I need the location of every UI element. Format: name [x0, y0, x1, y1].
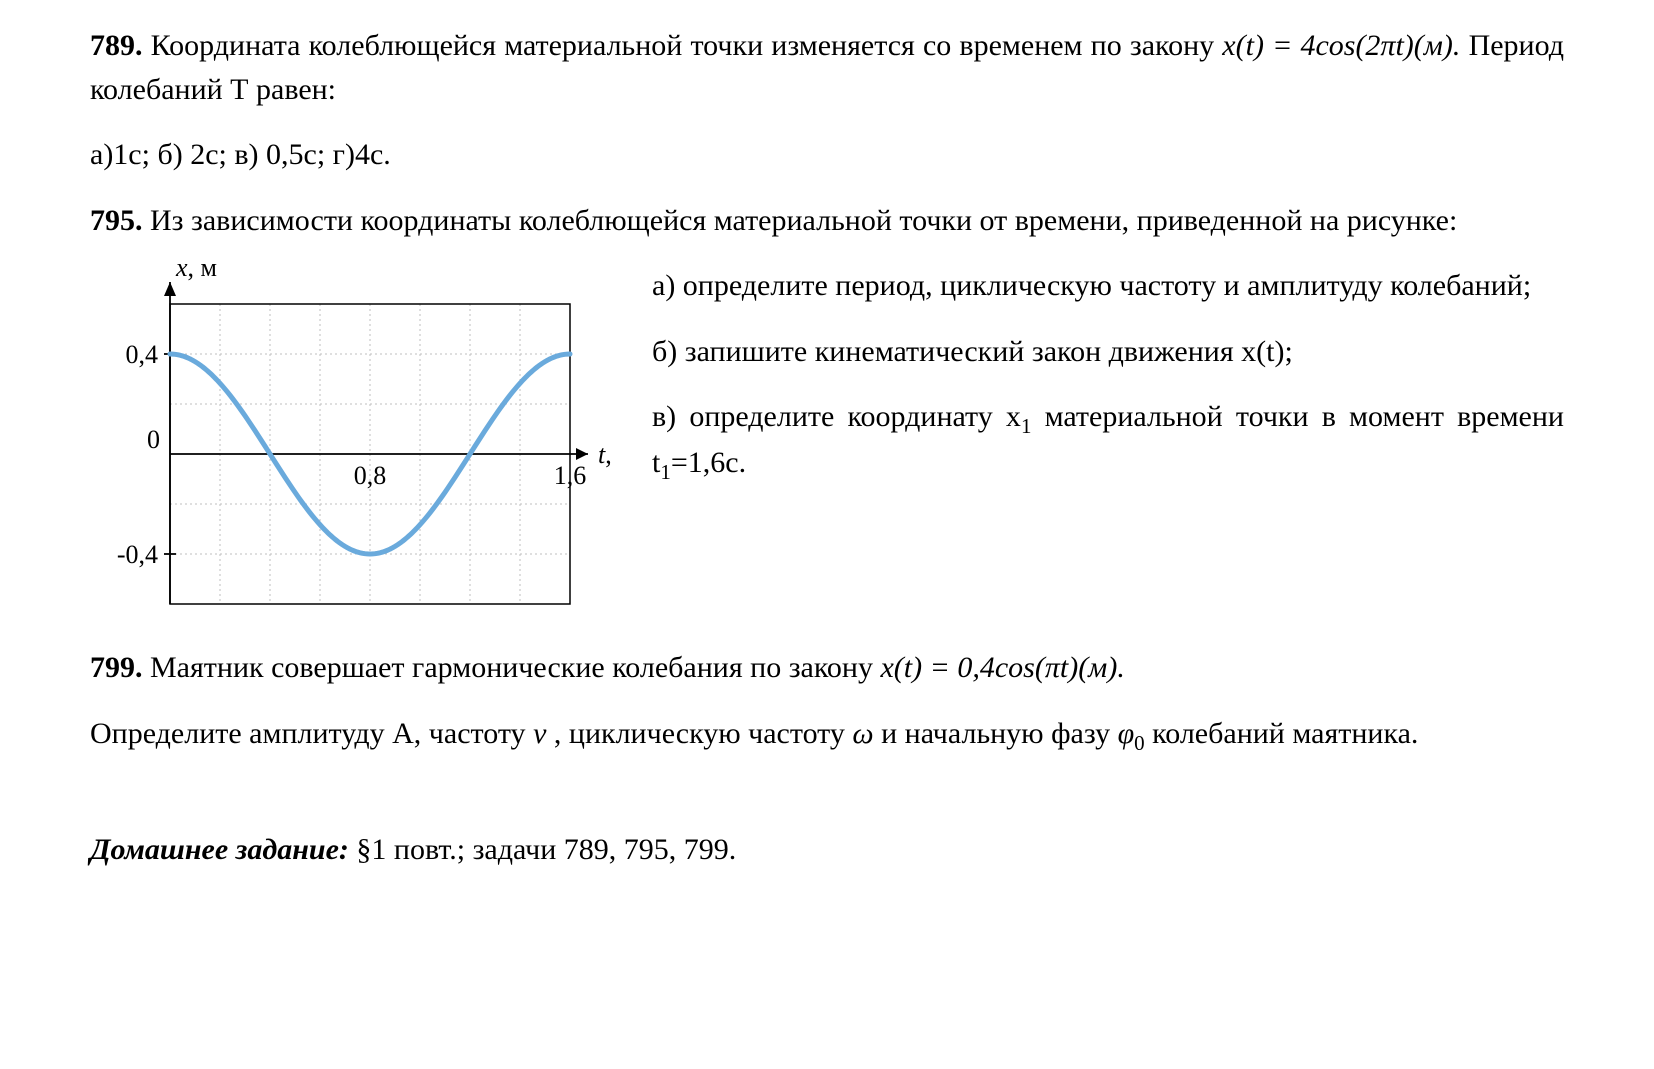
homework-text: §1 повт.; задачи 789, 795, 799. [356, 833, 736, 866]
problem-799-follow-b: , циклическую частоту [554, 717, 853, 750]
problem-799-follow-c: и начальную фазу [881, 717, 1117, 750]
svg-text:0: 0 [147, 425, 160, 454]
problem-789-number: 789. [90, 29, 143, 62]
homework: Домашнее задание: §1 повт.; задачи 789, … [90, 828, 1564, 872]
problem-799-follow-a: Определите амплитуду А, частоту [90, 717, 533, 750]
problem-795: 795. Из зависимости координаты колеблюще… [90, 199, 1564, 243]
svg-text:0,4: 0,4 [126, 340, 159, 369]
svg-text:-0,4: -0,4 [117, 540, 158, 569]
problem-795-qc-sub1: 1 [1021, 414, 1032, 438]
problem-795-qc-c: =1,6с. [671, 446, 746, 479]
problem-795-body: -0,4 0,4 0 0,8 1,6 x, м t, с а) определите пер… [90, 264, 1564, 624]
problem-795-qa: а) определите период, циклическую частот… [652, 264, 1564, 308]
problem-799-text-a: Маятник совершает гармонические колебани… [150, 651, 880, 684]
problem-799-omega: ω [852, 717, 873, 750]
problem-789-choices: а)1с; б) 2с; в) 0,5с; г)4с. [90, 133, 1564, 177]
problem-795-text: Из зависимости координаты колеблющейся м… [150, 204, 1457, 237]
problem-799-number: 799. [90, 651, 143, 684]
problem-799: 799. Маятник совершает гармонические кол… [90, 646, 1564, 690]
problem-795-number: 795. [90, 204, 143, 237]
problem-789: 789. Координата колеблющейся материально… [90, 24, 1564, 111]
homework-label: Домашнее задание: [90, 833, 349, 866]
problem-799-phi: φ [1118, 717, 1135, 750]
problem-795-qc-a: в) определите координату x [652, 400, 1021, 433]
problem-789-text-a: Координата колеблющейся материальной точ… [151, 29, 1223, 62]
svg-text:t, с: t, с [598, 440, 612, 469]
problem-789-eq: x(t) = 4cos(2πt)(м). [1222, 29, 1460, 62]
svg-text:x, м: x, м [175, 264, 217, 282]
problem-795-qc: в) определите координату x1 материальной… [652, 395, 1564, 488]
problem-799-phi-sub: 0 [1134, 731, 1145, 755]
svg-text:1,6: 1,6 [554, 461, 587, 490]
page: 789. Координата колеблющейся материально… [0, 0, 1654, 953]
problem-799-follow-d: колебаний маятника. [1152, 717, 1418, 750]
oscillation-chart: -0,4 0,4 0 0,8 1,6 x, м t, с [90, 264, 612, 624]
problem-795-qb: б) запишите кинематический закон движени… [652, 330, 1564, 374]
svg-text:0,8: 0,8 [354, 461, 387, 490]
problem-799-follow: Определите амплитуду А, частоту ν , цикл… [90, 712, 1564, 758]
chart-container: -0,4 0,4 0 0,8 1,6 x, м t, с [90, 264, 612, 624]
problem-795-questions: а) определите период, циклическую частот… [652, 264, 1564, 510]
problem-799-eq: x(t) = 0,4cos(πt)(м). [880, 651, 1124, 684]
problem-795-qc-sub2: 1 [660, 460, 671, 484]
problem-799-nu: ν [533, 717, 546, 750]
